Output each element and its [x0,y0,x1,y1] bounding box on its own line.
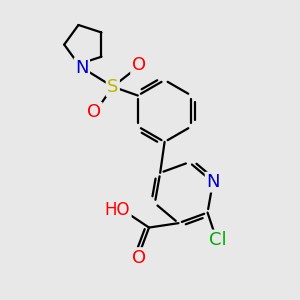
Text: HO: HO [105,202,130,220]
Text: O: O [87,103,101,121]
Text: S: S [107,78,118,96]
Text: O: O [132,56,146,74]
Text: N: N [75,58,88,76]
Text: Cl: Cl [209,231,227,249]
Text: N: N [206,173,220,191]
Text: O: O [132,249,146,267]
